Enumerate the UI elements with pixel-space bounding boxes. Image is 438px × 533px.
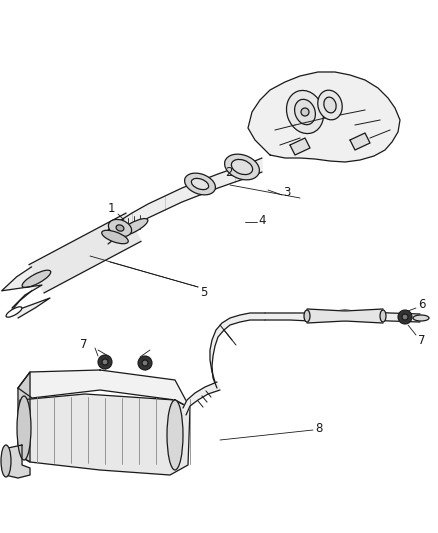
Text: 7: 7 xyxy=(80,338,88,351)
Polygon shape xyxy=(350,133,370,150)
Ellipse shape xyxy=(324,97,336,113)
Ellipse shape xyxy=(108,220,131,237)
Polygon shape xyxy=(18,394,190,475)
Text: 3: 3 xyxy=(283,185,290,198)
Ellipse shape xyxy=(138,356,152,370)
Text: 8: 8 xyxy=(315,422,322,434)
Ellipse shape xyxy=(398,310,412,324)
Ellipse shape xyxy=(413,315,429,321)
Ellipse shape xyxy=(17,396,31,460)
Ellipse shape xyxy=(295,99,315,125)
Ellipse shape xyxy=(380,310,386,322)
Ellipse shape xyxy=(231,159,253,175)
Polygon shape xyxy=(265,310,420,322)
Polygon shape xyxy=(29,213,141,293)
Polygon shape xyxy=(5,445,30,478)
Text: 1: 1 xyxy=(108,201,116,214)
Ellipse shape xyxy=(102,230,128,244)
Ellipse shape xyxy=(402,314,408,320)
Polygon shape xyxy=(18,370,190,408)
Ellipse shape xyxy=(304,310,310,322)
Ellipse shape xyxy=(167,400,183,470)
Polygon shape xyxy=(2,267,50,318)
Ellipse shape xyxy=(22,270,51,287)
Text: 4: 4 xyxy=(258,214,265,227)
Ellipse shape xyxy=(286,91,324,134)
Polygon shape xyxy=(183,382,220,415)
Ellipse shape xyxy=(119,219,148,236)
Polygon shape xyxy=(248,72,400,162)
Ellipse shape xyxy=(6,307,22,317)
Polygon shape xyxy=(108,158,262,244)
Ellipse shape xyxy=(116,225,124,231)
Ellipse shape xyxy=(318,90,342,120)
Ellipse shape xyxy=(1,445,11,477)
Ellipse shape xyxy=(301,108,309,116)
Text: 6: 6 xyxy=(418,297,425,311)
Polygon shape xyxy=(18,372,30,462)
Ellipse shape xyxy=(191,179,208,190)
Polygon shape xyxy=(290,138,310,155)
Ellipse shape xyxy=(225,154,259,180)
Ellipse shape xyxy=(102,359,108,365)
Ellipse shape xyxy=(184,173,215,195)
Polygon shape xyxy=(307,309,383,323)
Text: 7: 7 xyxy=(418,334,425,346)
Polygon shape xyxy=(210,313,265,388)
Text: 2: 2 xyxy=(225,166,233,179)
Ellipse shape xyxy=(98,355,112,369)
Ellipse shape xyxy=(142,360,148,366)
Text: 5: 5 xyxy=(200,286,207,298)
